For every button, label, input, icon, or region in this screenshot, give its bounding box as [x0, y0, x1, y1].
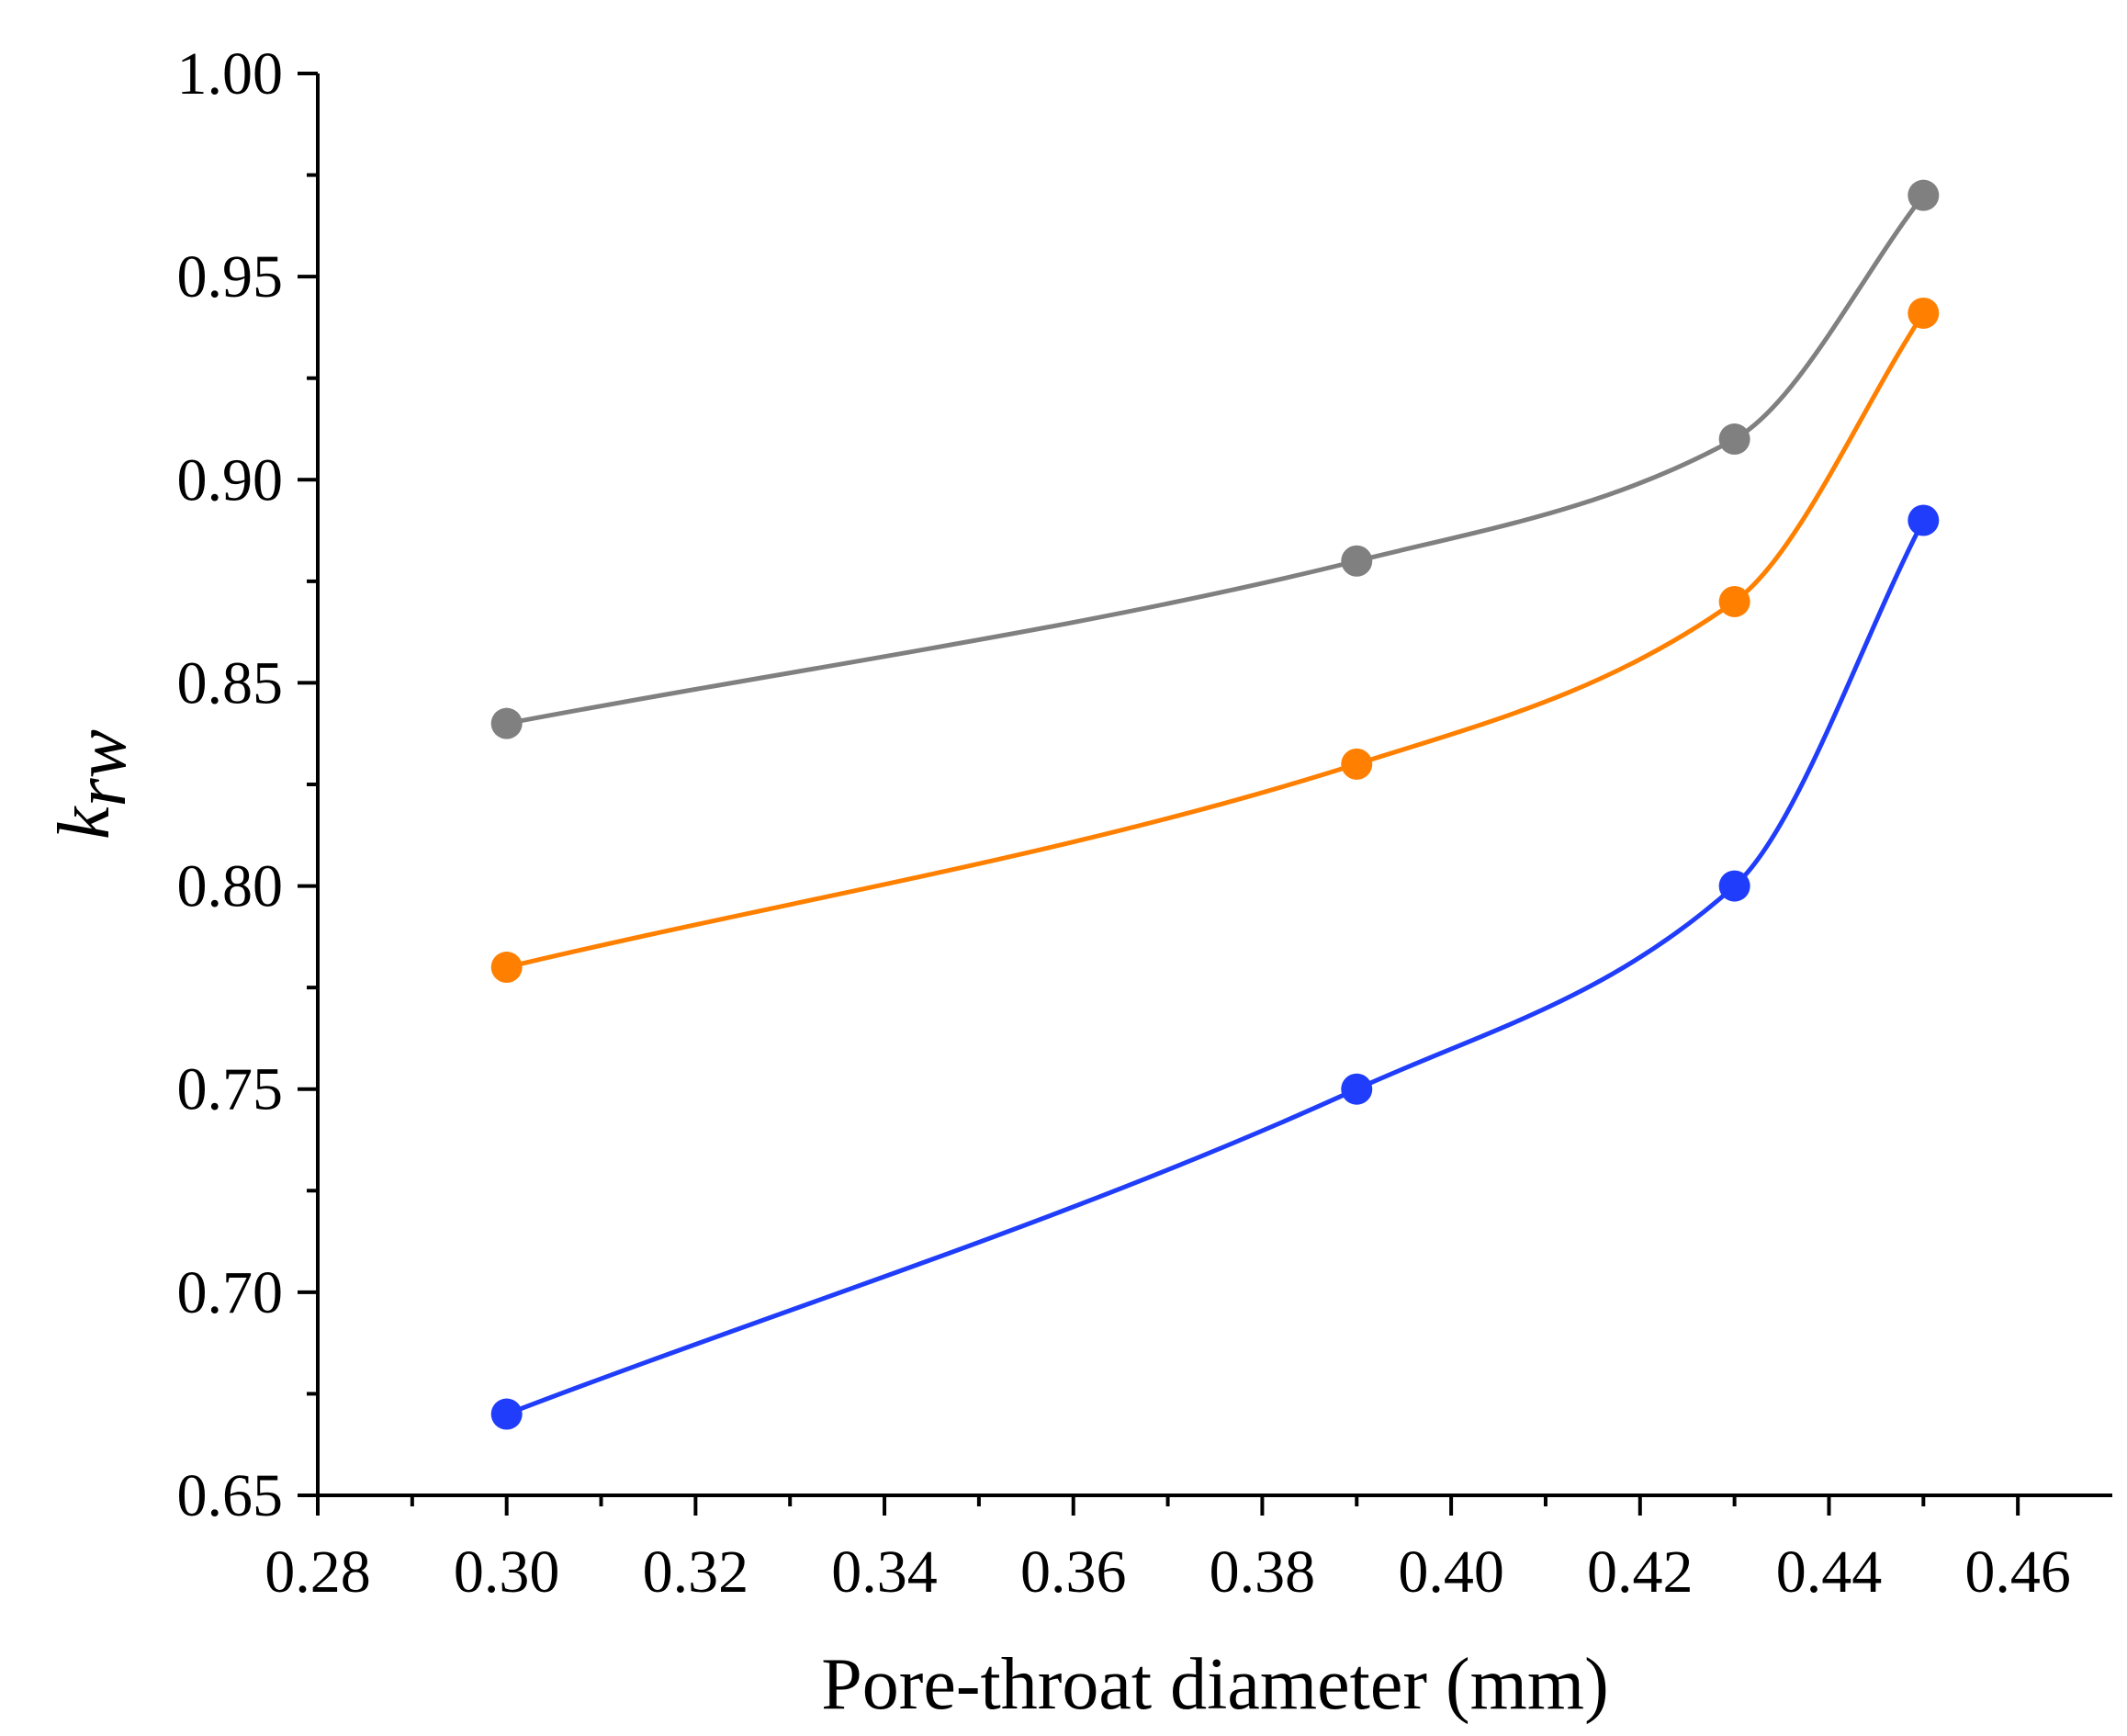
data-point-gray [490, 707, 523, 739]
y-tick-label: 0.80 [177, 853, 284, 920]
data-point-blue [1718, 870, 1750, 902]
x-tick-label: 0.44 [1776, 1539, 1883, 1606]
x-tick-label: 0.28 [264, 1539, 371, 1606]
y-tick-label: 0.70 [177, 1259, 284, 1326]
series-orange [490, 297, 1940, 984]
x-tick-label: 0.40 [1398, 1539, 1504, 1606]
series-line-gray [506, 194, 1926, 727]
x-tick-label: 0.34 [831, 1539, 938, 1606]
y-axis-title-main: k [44, 806, 125, 840]
y-tick-label: 0.65 [177, 1462, 284, 1529]
x-tick-label: 0.38 [1210, 1539, 1316, 1606]
series-line-blue [505, 519, 1926, 1416]
series-line-orange [506, 311, 1926, 970]
series-layer [490, 179, 1940, 1430]
data-point-blue [490, 1398, 523, 1430]
x-tick-label: 0.32 [643, 1539, 749, 1606]
data-point-orange [1908, 297, 1940, 329]
data-point-gray [1341, 545, 1373, 577]
data-point-orange [1341, 748, 1373, 780]
y-tick-label: 0.95 [177, 243, 284, 310]
series-gray [490, 179, 1940, 739]
x-ticks: 0.28 0.30 0.32 0.34 0.36 0.38 0.40 0.42 0.44 0.46 [264, 1495, 2071, 1606]
y-tick-label: 0.90 [177, 446, 284, 513]
data-point-blue [1341, 1073, 1373, 1105]
data-point-orange [490, 952, 523, 984]
y-tick-label: 1.00 [177, 40, 284, 107]
x-tick-label: 0.30 [454, 1539, 560, 1606]
series-blue [490, 504, 1940, 1430]
data-point-orange [1718, 585, 1750, 617]
x-tick-label: 0.46 [1964, 1539, 2071, 1606]
y-axis-title: krw [44, 729, 141, 840]
data-point-gray [1718, 423, 1750, 456]
y-axis-title-subscript: rw [61, 729, 141, 807]
x-tick-label: 0.42 [1587, 1539, 1694, 1606]
x-axis-title: Pore-throat diameter (mm) [821, 1644, 1608, 1725]
data-point-gray [1908, 179, 1940, 211]
y-tick-label: 0.85 [177, 649, 284, 716]
y-tick-label: 0.75 [177, 1056, 284, 1123]
data-point-blue [1908, 504, 1940, 536]
x-tick-label: 0.36 [1020, 1539, 1127, 1606]
y-ticks: 0.65 0.70 0.75 0.80 0.85 0.90 0.95 1.00 [177, 40, 318, 1529]
axes [316, 73, 2112, 1497]
